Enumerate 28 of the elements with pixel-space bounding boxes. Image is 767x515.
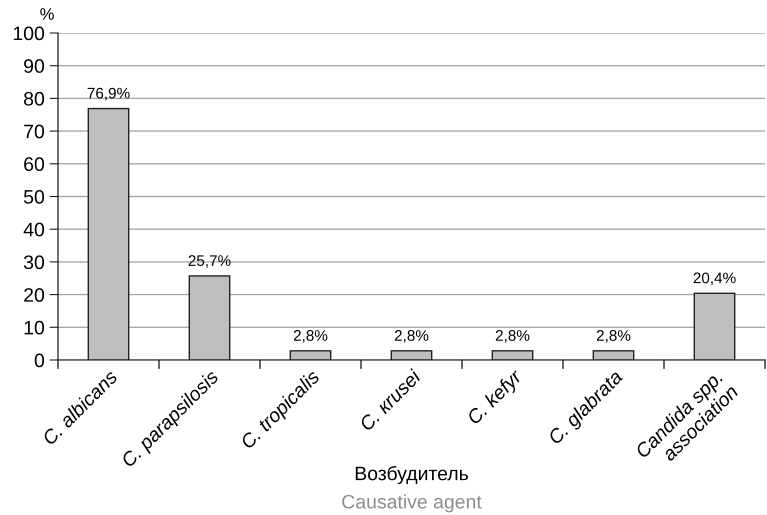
data-label: 2,8% (596, 330, 630, 343)
y-tick-label: 80 (24, 92, 44, 106)
data-label: 2,8% (294, 330, 328, 343)
bar (88, 108, 130, 360)
data-label: 2,8% (394, 330, 428, 343)
bar (694, 292, 736, 360)
data-label: 76,9% (88, 88, 130, 100)
bar (492, 350, 534, 360)
y-tick-label: 40 (24, 222, 44, 236)
bar (390, 350, 432, 360)
bar (188, 275, 230, 360)
data-label: 2,8% (496, 330, 530, 343)
y-tick-label: 50 (24, 190, 44, 204)
data-label: 20,4% (694, 272, 736, 286)
bar (290, 350, 332, 360)
bar (592, 350, 634, 360)
data-label: 25,7% (188, 255, 231, 268)
x-axis-title: Возбудитель (356, 466, 468, 484)
y-tick-label: 70 (24, 124, 44, 138)
y-tick-label: 60 (24, 157, 44, 172)
y-axis-title: % (40, 8, 54, 20)
y-tick-label: 90 (24, 59, 44, 73)
text: Causative agent (342, 494, 482, 512)
y-tick-label: 10 (24, 320, 44, 335)
y-tick-label: 20 (24, 288, 44, 302)
y-tick-label: 0 (34, 353, 44, 368)
y-tick-label: 30 (24, 255, 44, 270)
y-tick-label: 100 (14, 26, 44, 40)
